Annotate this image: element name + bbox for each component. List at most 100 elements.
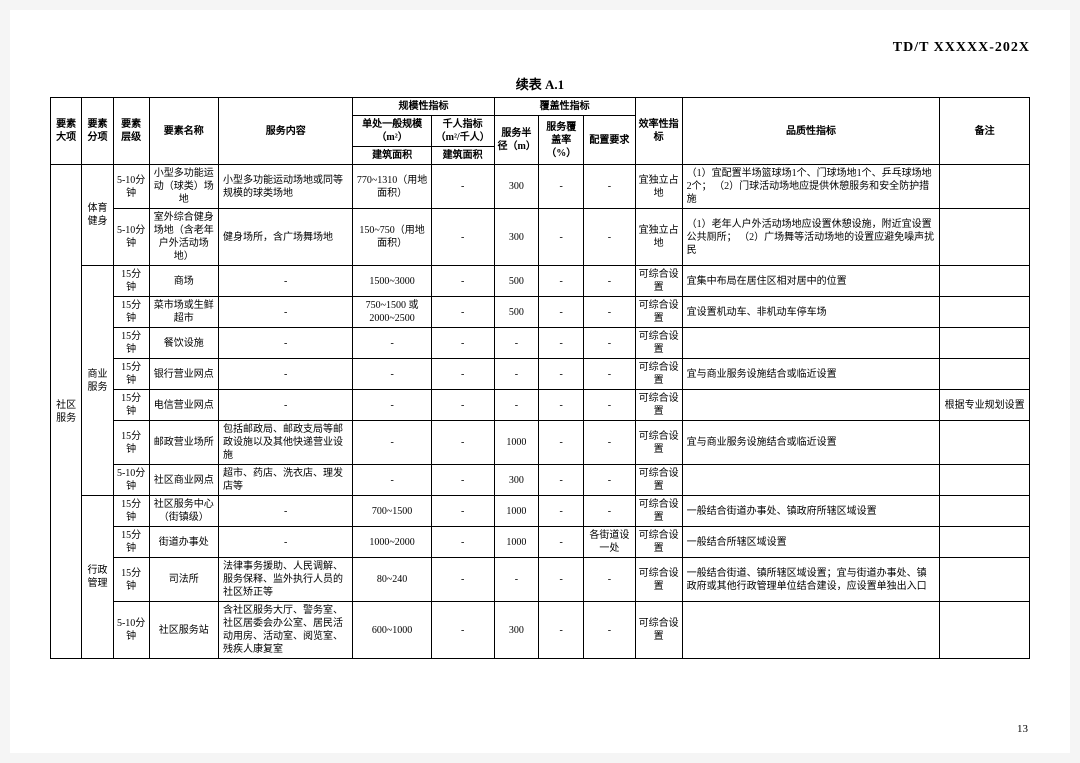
cell: - — [539, 359, 584, 390]
cell — [940, 209, 1030, 266]
cell: 可综合设置 — [635, 421, 682, 465]
cell: 1000 — [494, 527, 539, 558]
cell: 宜集中布局在居住区相对居中的位置 — [682, 266, 940, 297]
cell: - — [431, 390, 494, 421]
cell: 770~1310（用地面积） — [353, 165, 431, 209]
th-qual: 品质性指标 — [682, 98, 940, 165]
cell: 1000 — [494, 421, 539, 465]
table-row: 5-10分钟 室外综合健身场地（含老年户外活动场地） 健身场所，含广场舞场地 1… — [51, 209, 1030, 266]
cell: - — [494, 359, 539, 390]
cell: 根据专业规划设置 — [940, 390, 1030, 421]
cell: （1）老年人户外活动场地应设置休憩设施，附近宜设置公共厕所； （2）广场舞等活动… — [682, 209, 940, 266]
cell: - — [219, 390, 353, 421]
table-row: 5-10分钟 社区商业网点 超市、药店、洗衣店、理发店等 - - 300 - -… — [51, 465, 1030, 496]
cell: - — [584, 165, 636, 209]
cell: - — [539, 602, 584, 659]
th-scale-b2: 建筑面积 — [431, 147, 494, 165]
cell: 15分钟 — [113, 297, 149, 328]
table-body: 社区服务 体育健身 5-10分钟 小型多功能运动（球类）场地 小型多功能运动场地… — [51, 165, 1030, 659]
table-row: 15分钟 街道办事处 - 1000~2000 - 1000 - 各街道设一处 可… — [51, 527, 1030, 558]
cell: - — [494, 390, 539, 421]
cell: 宜设置机动车、非机动车停车场 — [682, 297, 940, 328]
cell: - — [353, 328, 431, 359]
th-radius: 服务半径（m） — [494, 116, 539, 165]
cell: - — [431, 209, 494, 266]
cell: 可综合设置 — [635, 496, 682, 527]
cell: - — [539, 496, 584, 527]
cell: 包括邮政局、邮政支局等邮政设施以及其他快递营业设施 — [219, 421, 353, 465]
cell: 可综合设置 — [635, 390, 682, 421]
th-scale-b: 千人指标（m²/千人） — [431, 116, 494, 147]
cell: 1500~3000 — [353, 266, 431, 297]
cell: - — [219, 527, 353, 558]
cell: - — [539, 266, 584, 297]
cell: - — [431, 465, 494, 496]
cell: 15分钟 — [113, 359, 149, 390]
th-sub: 要素分项 — [82, 98, 113, 165]
cell: - — [431, 421, 494, 465]
cell: （1）宜配置半场篮球场1个、门球场地1个、乒乓球场地2个； （2）门球活动场地应… — [682, 165, 940, 209]
th-cover-group: 覆盖性指标 — [494, 98, 635, 116]
cell: - — [431, 558, 494, 602]
cell: - — [539, 209, 584, 266]
cell: - — [539, 297, 584, 328]
cell-group: 商业服务 — [82, 266, 113, 496]
cell-major: 社区服务 — [51, 165, 82, 659]
cell: 法律事务援助、人民调解、服务保释、监外执行人员的社区矫正等 — [219, 558, 353, 602]
cell — [940, 496, 1030, 527]
table-row: 15分钟 菜市场或生鲜超市 - 750~1500 或 2000~2500 - 5… — [51, 297, 1030, 328]
cell: - — [539, 421, 584, 465]
cell: 室外综合健身场地（含老年户外活动场地） — [149, 209, 218, 266]
th-content: 服务内容 — [219, 98, 353, 165]
cell: 社区服务站 — [149, 602, 218, 659]
cell: - — [584, 359, 636, 390]
cell: 社区服务中心（街镇级） — [149, 496, 218, 527]
cell: - — [219, 297, 353, 328]
cell: 15分钟 — [113, 421, 149, 465]
cell: - — [353, 421, 431, 465]
cell: - — [219, 328, 353, 359]
cell — [940, 266, 1030, 297]
cell — [940, 297, 1030, 328]
cell: - — [353, 359, 431, 390]
table-row: 15分钟 餐饮设施 - - - - - - 可综合设置 — [51, 328, 1030, 359]
table-row: 社区服务 体育健身 5-10分钟 小型多功能运动（球类）场地 小型多功能运动场地… — [51, 165, 1030, 209]
th-major: 要素大项 — [51, 98, 82, 165]
cell: 各街道设一处 — [584, 527, 636, 558]
cell: - — [539, 465, 584, 496]
cell: 1000 — [494, 496, 539, 527]
th-scale-a: 单处一般规模（m²） — [353, 116, 431, 147]
cell: - — [584, 496, 636, 527]
cell: 宜独立占地 — [635, 165, 682, 209]
cell: - — [431, 359, 494, 390]
cell: - — [431, 527, 494, 558]
cell: 可综合设置 — [635, 527, 682, 558]
cell: 菜市场或生鲜超市 — [149, 297, 218, 328]
cell: - — [539, 165, 584, 209]
table-row: 15分钟 司法所 法律事务援助、人民调解、服务保释、监外执行人员的社区矫正等 8… — [51, 558, 1030, 602]
cell: - — [539, 328, 584, 359]
cell: - — [431, 602, 494, 659]
cell — [940, 465, 1030, 496]
cell: 500 — [494, 266, 539, 297]
cell: 街道办事处 — [149, 527, 218, 558]
cell: - — [539, 558, 584, 602]
cell: - — [584, 297, 636, 328]
cell: 5-10分钟 — [113, 465, 149, 496]
cell: 750~1500 或 2000~2500 — [353, 297, 431, 328]
cell: 可综合设置 — [635, 602, 682, 659]
cell: 电信营业网点 — [149, 390, 218, 421]
cell: 500 — [494, 297, 539, 328]
cell: 300 — [494, 165, 539, 209]
cell: - — [353, 465, 431, 496]
cell: - — [431, 496, 494, 527]
cell: 300 — [494, 602, 539, 659]
cell: - — [431, 165, 494, 209]
cell: - — [539, 527, 584, 558]
cell — [682, 465, 940, 496]
cell: - — [584, 266, 636, 297]
cell — [940, 359, 1030, 390]
table-header: 要素大项 要素分项 要素层级 要素名称 服务内容 规模性指标 覆盖性指标 效率性… — [51, 98, 1030, 165]
cell: - — [584, 328, 636, 359]
cell — [682, 390, 940, 421]
